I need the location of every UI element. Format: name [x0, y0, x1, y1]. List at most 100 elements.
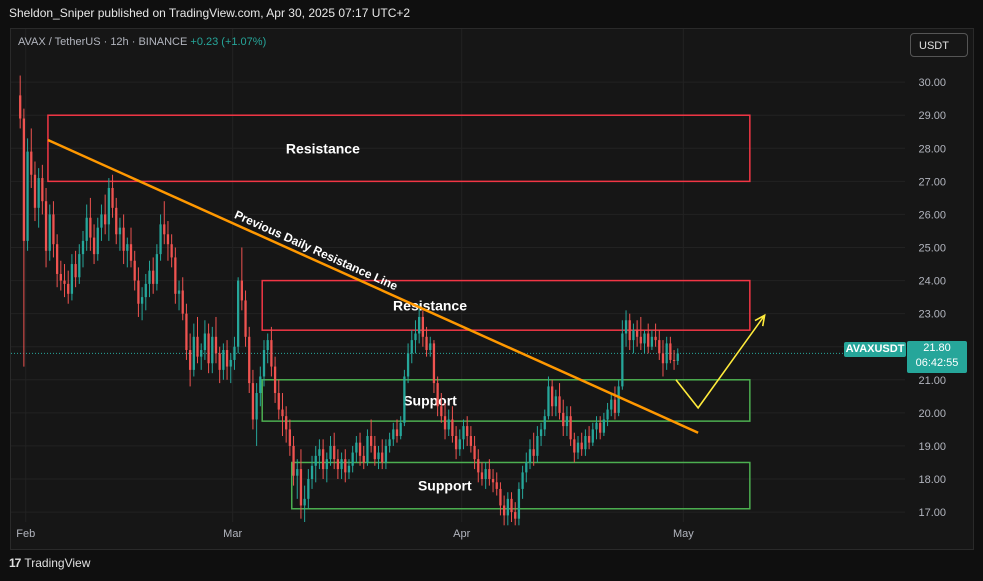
candle-body	[78, 254, 81, 278]
candle	[491, 469, 495, 493]
candle	[477, 449, 480, 483]
candle-body	[539, 429, 543, 437]
candle	[92, 224, 96, 265]
candle	[78, 244, 81, 284]
candle-body	[576, 442, 580, 453]
candle-body	[285, 416, 288, 430]
candle-body	[55, 244, 59, 274]
candle	[270, 326, 273, 377]
candle	[506, 492, 509, 526]
candle-body	[133, 260, 136, 281]
candle	[255, 383, 258, 446]
candle	[595, 416, 598, 440]
candle-body	[144, 283, 147, 298]
candle-body	[22, 118, 26, 241]
candle	[635, 320, 639, 347]
candle-body	[421, 316, 425, 337]
candle-body	[347, 465, 351, 473]
candle	[100, 204, 103, 241]
candle-body	[155, 254, 159, 284]
footer-brand[interactable]: 17 TradingView	[9, 556, 90, 570]
candle-body	[163, 224, 166, 235]
candle-body	[307, 479, 310, 499]
candle	[192, 323, 195, 377]
candle	[318, 439, 321, 470]
candle	[451, 406, 454, 443]
candle	[148, 260, 151, 298]
candle-body	[188, 350, 192, 370]
candle-body	[610, 399, 613, 410]
candle-body	[70, 264, 74, 294]
candle-body	[643, 333, 646, 344]
candle-body	[358, 442, 362, 456]
candle-body	[395, 429, 399, 437]
candle-body	[584, 436, 587, 450]
candle-body	[303, 498, 306, 506]
candle	[624, 310, 628, 347]
candle-body	[676, 353, 679, 361]
candle-body	[469, 436, 473, 446]
candle-body	[672, 359, 676, 361]
candle	[340, 452, 343, 480]
candle	[528, 439, 532, 470]
candle-body	[237, 280, 240, 347]
candle	[591, 422, 594, 446]
candle-body	[488, 469, 491, 480]
candle-body	[484, 469, 487, 480]
candle	[418, 303, 421, 344]
candle	[48, 204, 51, 261]
candle-body	[344, 459, 347, 473]
candle-body	[288, 429, 292, 446]
candle-body	[403, 376, 406, 423]
candle	[281, 393, 284, 437]
candle-body	[443, 416, 447, 430]
candle	[480, 462, 484, 486]
candle-body	[525, 462, 528, 473]
candle-body	[517, 488, 521, 519]
candle	[462, 419, 465, 450]
candle-body	[617, 386, 620, 413]
candle-body	[369, 436, 373, 446]
candle-body	[30, 151, 33, 175]
candle-body	[122, 227, 125, 251]
candle-body	[170, 244, 173, 258]
candle-body	[373, 445, 376, 460]
candle	[303, 485, 306, 522]
candle-body	[654, 336, 657, 341]
publisher-text: Sheldon_Sniper published on TradingView.…	[9, 6, 411, 20]
candle-body	[602, 419, 606, 433]
candle	[369, 419, 373, 453]
projection-arrowhead	[754, 313, 766, 327]
candle-body	[81, 240, 85, 255]
candle	[502, 495, 506, 526]
y-tick-label: 20.00	[918, 408, 946, 420]
candle-body	[543, 416, 546, 430]
candle	[669, 336, 672, 364]
candle	[484, 462, 487, 489]
candle	[377, 445, 380, 470]
candle-body	[399, 422, 402, 437]
zones-group: Resistance Resistance Support Support	[47, 114, 751, 510]
candle-body	[63, 280, 66, 284]
candle-body	[85, 217, 88, 241]
candle	[225, 340, 229, 380]
resistance-zone-label: Resistance	[286, 140, 360, 156]
candle	[33, 161, 37, 222]
candle	[170, 234, 173, 268]
candle	[373, 436, 376, 466]
candle	[543, 409, 546, 437]
candle-body	[491, 479, 495, 483]
candle	[266, 333, 269, 364]
candle	[573, 432, 576, 463]
candle-body	[19, 95, 22, 119]
x-tick-label: Apr	[453, 528, 470, 540]
candle	[499, 482, 502, 516]
candle	[55, 234, 59, 288]
candle-body	[255, 393, 258, 420]
symbol-legend: AVAX / TetherUS · 12h · BINANCE +0.23 (+…	[18, 36, 266, 48]
candle	[610, 393, 613, 417]
candle-body	[580, 442, 583, 450]
currency-button[interactable]: USDT	[910, 33, 968, 57]
candle-body	[251, 383, 255, 420]
